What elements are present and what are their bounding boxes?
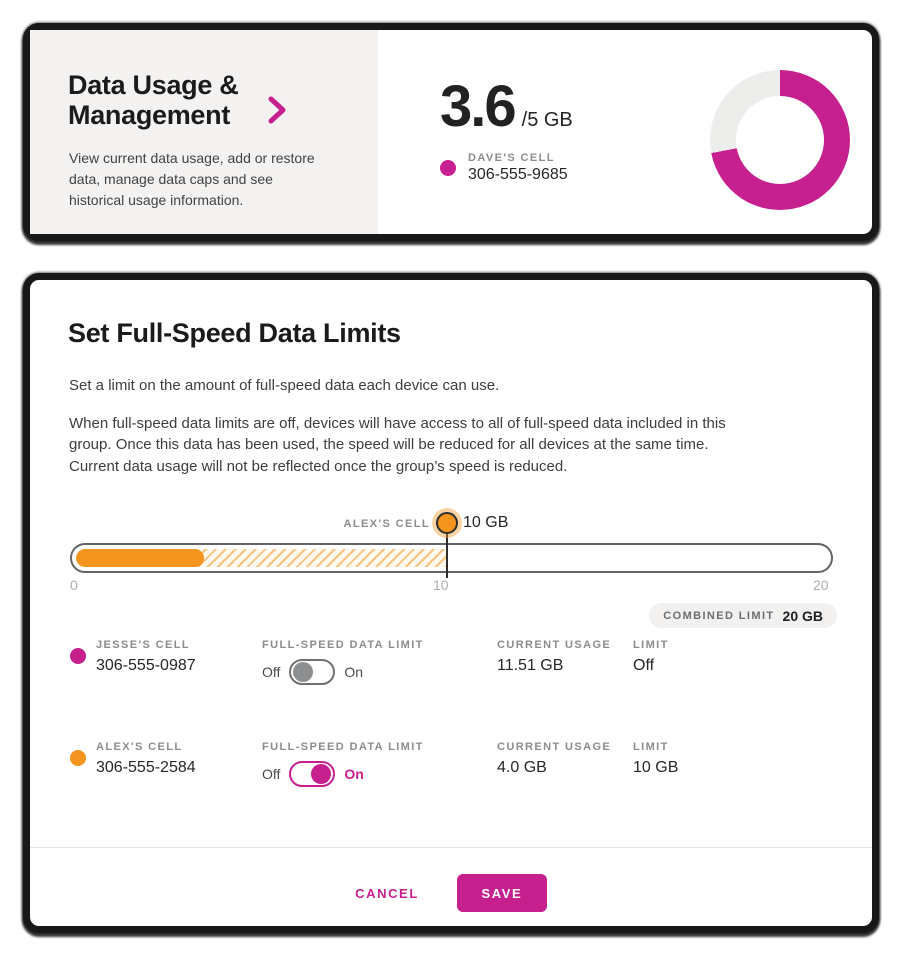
device-row-jesse: JESSE'S CELL 306-555-0987 FULL-SPEED DAT… xyxy=(30,636,872,706)
usage-card-title: Data Usage & Management xyxy=(68,70,239,131)
device-phone: 306-555-2584 xyxy=(96,759,196,776)
limits-title: Set Full-Speed Data Limits xyxy=(68,318,401,348)
limit-value: 10 GB xyxy=(633,759,679,776)
toggle-knob xyxy=(311,764,332,784)
device-phone: 306-555-0987 xyxy=(96,657,196,674)
full-speed-limit-toggle[interactable] xyxy=(289,659,336,685)
device-row-alex: ALEX'S CELL 306-555-2584 FULL-SPEED DATA… xyxy=(30,738,872,808)
slider-usage-fill xyxy=(76,549,204,567)
device-name: JESSE'S CELL xyxy=(96,639,190,651)
usage-column-header: CURRENT USAGE xyxy=(497,741,612,753)
slider-handle-label: ALEX'S CELL xyxy=(343,518,430,530)
slider-scale-max: 20 xyxy=(813,577,829,593)
device-color-dot xyxy=(440,160,456,176)
current-usage-value: 4.0 GB xyxy=(497,759,547,776)
slider-scale-mid: 10 xyxy=(433,577,449,593)
slider-handle[interactable] xyxy=(436,512,458,534)
combined-limit-label: COMBINED LIMIT xyxy=(663,609,775,622)
chevron-right-icon[interactable] xyxy=(266,96,288,124)
usage-column-header: CURRENT USAGE xyxy=(497,639,612,651)
device-name: ALEX'S CELL xyxy=(96,741,183,753)
cancel-button[interactable]: CANCEL xyxy=(355,885,419,901)
toggle-off-label: Off xyxy=(262,766,281,782)
toggle-column-header: FULL-SPEED DATA LIMIT xyxy=(262,741,424,753)
limit-value: Off xyxy=(633,657,655,674)
usage-total: /5 GB xyxy=(521,109,573,131)
device-name: DAVE'S CELL xyxy=(468,152,555,164)
toggle-on-label: On xyxy=(344,664,364,680)
toggle-off-label: Off xyxy=(262,664,281,680)
usage-card-description: View current data usage, add or restore … xyxy=(69,150,315,208)
slider-handle-row: ALEX'S CELL 10 GB xyxy=(30,512,872,536)
full-speed-limit-toggle[interactable] xyxy=(289,761,336,787)
toggle-on-label: On xyxy=(344,766,364,782)
usage-card-left-panel[interactable]: Data Usage & Management View current data… xyxy=(30,30,378,234)
slider-scale-min: 0 xyxy=(70,577,78,593)
limits-intro: Set a limit on the amount of full-speed … xyxy=(69,377,500,394)
usage-stats: 3.6 /5 GB DAVE'S CELL 306-555-9685 xyxy=(440,78,573,184)
toggle-knob xyxy=(293,662,314,682)
combined-limit-badge: COMBINED LIMIT 20 GB xyxy=(649,603,837,628)
usage-donut-chart xyxy=(710,70,850,210)
usage-title-line2: Management xyxy=(68,100,231,131)
usage-value: 3.6 xyxy=(440,74,517,139)
toggle-column-header: FULL-SPEED DATA LIMIT xyxy=(262,639,424,651)
device-color-dot xyxy=(70,648,86,664)
device-phone: 306-555-9685 xyxy=(468,166,568,183)
limit-column-header: LIMIT xyxy=(633,639,669,651)
device-color-dot xyxy=(70,750,86,766)
slider-limit-marker-line xyxy=(446,524,448,578)
combined-limit-value: 20 GB xyxy=(782,607,823,624)
usage-title-line1: Data Usage & xyxy=(68,70,239,100)
current-usage-value: 11.51 GB xyxy=(497,657,564,674)
footer-actions: CANCEL SAVE xyxy=(30,874,872,912)
save-button[interactable]: SAVE xyxy=(456,874,547,912)
set-limits-card: Set Full-Speed Data Limits Set a limit o… xyxy=(23,273,879,933)
limit-column-header: LIMIT xyxy=(633,741,669,753)
slider-handle-value: 10 GB xyxy=(463,514,509,531)
slider-track[interactable] xyxy=(70,543,833,573)
limits-note: When full-speed data limits are off, dev… xyxy=(69,415,726,475)
footer-divider xyxy=(30,847,872,848)
data-usage-card: Data Usage & Management View current data… xyxy=(23,23,879,241)
usage-device: DAVE'S CELL 306-555-9685 xyxy=(440,152,573,184)
